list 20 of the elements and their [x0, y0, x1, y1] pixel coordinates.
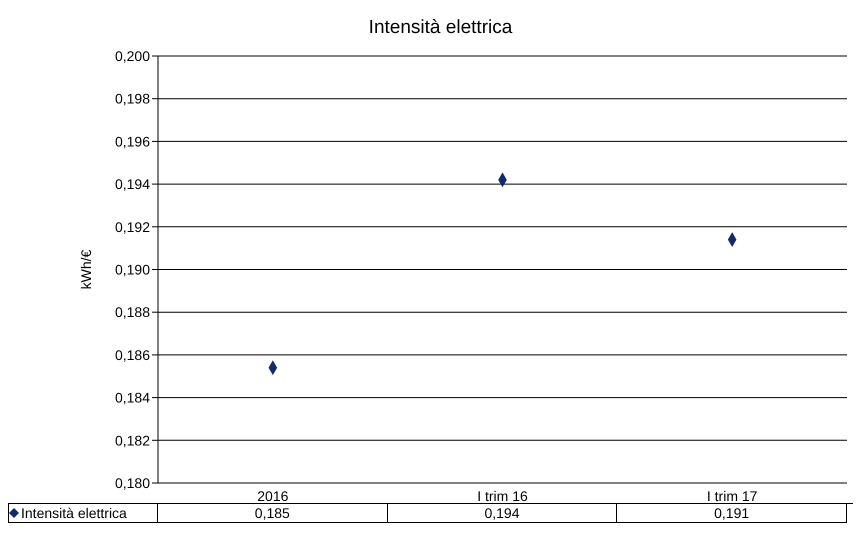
x-tick-label: I trim 17: [706, 488, 758, 504]
y-tick-label: 0,188: [114, 304, 150, 320]
y-tick-label: 0,180: [114, 474, 150, 491]
chart-title: Intensità elettrica: [368, 16, 514, 40]
data-label: 0,191: [617, 504, 847, 523]
y-tick-label: 0,194: [114, 176, 150, 192]
x-tick-label: 2016: [257, 488, 289, 504]
data-label: 0,185: [158, 504, 388, 523]
data-label: 0,194: [388, 504, 618, 523]
x-tick-label: I trim 16: [477, 488, 528, 504]
y-tick-label: 0,198: [114, 90, 150, 107]
y-tick-label: 0,182: [114, 432, 150, 448]
y-tick-label: 0,190: [114, 261, 150, 278]
y-tick-label: 0,200: [114, 48, 150, 64]
legend-label: Intensità elettrica: [8, 504, 158, 523]
y-tick-label: 0,192: [114, 218, 150, 235]
y-axis-title: kWh/€: [78, 249, 94, 290]
y-tick-label: 0,186: [114, 346, 150, 363]
y-tick-label: 0,196: [114, 133, 150, 150]
y-tick-label: 0,184: [114, 390, 150, 406]
